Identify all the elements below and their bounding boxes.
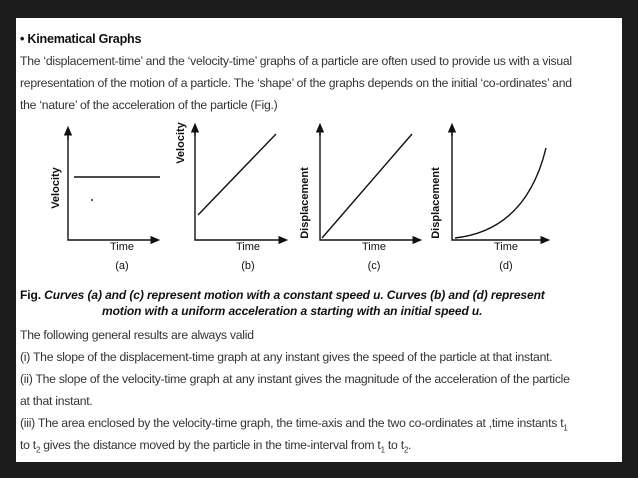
heading-text: Kinematical Graphs [27, 32, 142, 46]
curve [454, 147, 547, 239]
x-axis-label: Time [494, 241, 518, 253]
y-axis-label: Velocity [175, 121, 187, 163]
text: to t [20, 438, 36, 452]
panel-caption: (b) [241, 260, 254, 272]
panel-caption: (d) [499, 260, 512, 272]
text: . [408, 438, 412, 452]
result-line: (ii) The slope of the velocity-time grap… [20, 372, 570, 386]
curve [197, 133, 277, 216]
text: The following general results are always… [20, 328, 254, 342]
y-axis-label: Displacement [430, 167, 442, 239]
heading: • Kinematical Graphs [20, 32, 142, 46]
y-axis-label: Velocity [50, 166, 62, 208]
result-line: to t2 gives the distance moved by the pa… [20, 438, 411, 454]
text: (ii) The slope of the velocity-time grap… [20, 372, 570, 386]
subscript: 1 [563, 423, 568, 433]
x-axis-label: Time [236, 241, 260, 253]
axes [67, 133, 150, 241]
figure-caption: Fig. Curves (a) and (c) represent motion… [20, 288, 545, 302]
intro-line: The ‘displacement-time’ and the ‘velocit… [20, 54, 572, 68]
intro-line: the ‘nature’ of the acceleration of the … [20, 98, 278, 112]
result-line: The following general results are always… [20, 328, 254, 342]
text: at that instant. [20, 394, 93, 408]
result-line: (iii) The area enclosed by the velocity-… [20, 416, 568, 432]
figure: Velocity Time (a) Velocity Time (b) Displaceme… [50, 121, 551, 272]
caption-line: motion with a uniform acceleration a sta… [102, 304, 483, 318]
result-line: at that instant. [20, 394, 93, 408]
slide: • Kinematical Graphs The ‘displacement-t… [16, 18, 622, 462]
subscript: 2 [403, 445, 409, 455]
text: (i) The slope of the displacement-time g… [20, 350, 553, 364]
text: gives the distance moved by the particle… [40, 438, 381, 452]
subscript: 2 [35, 445, 41, 455]
intro-line: representation of the motion of a partic… [20, 76, 572, 90]
axes [194, 130, 278, 241]
dot [91, 199, 93, 201]
caption-line: Curves (a) and (c) represent motion with… [44, 288, 545, 302]
x-axis-label: Time [110, 241, 134, 253]
panel-caption: (a) [115, 260, 128, 272]
text: (iii) The area enclosed by the velocity-… [20, 416, 564, 430]
axes [451, 130, 540, 241]
y-axis-label: Displacement [299, 167, 311, 239]
axes [319, 130, 412, 241]
curve [321, 133, 413, 239]
subscript: 1 [380, 445, 385, 455]
x-axis-label: Time [362, 241, 386, 253]
caption-label: Fig. [20, 288, 41, 302]
result-line: (i) The slope of the displacement-time g… [20, 350, 553, 364]
panel-caption: (c) [368, 260, 381, 272]
text: to t [384, 438, 404, 452]
